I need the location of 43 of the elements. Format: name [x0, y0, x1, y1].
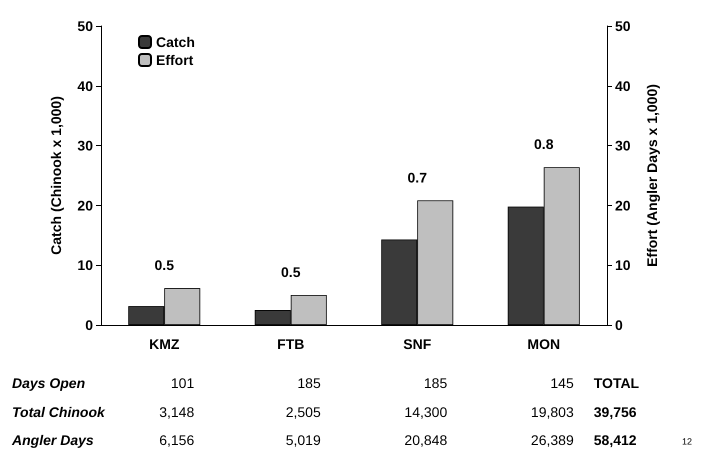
- y-tick-label: 30: [77, 138, 94, 154]
- x-tick-label: FTB: [277, 336, 304, 352]
- text: Total Chinook: [12, 404, 106, 420]
- y-tick-label: 0: [85, 317, 94, 333]
- y-tick-label: 40: [77, 78, 94, 94]
- text: 14,300: [404, 404, 448, 420]
- y2-tick-label: 0: [615, 317, 623, 333]
- y2-tick-label: 10: [615, 257, 631, 274]
- y2-axis-title: Effort (Angler Days x 1,000): [644, 84, 660, 267]
- text: 185: [297, 375, 321, 391]
- x-tick-label: SNF: [403, 336, 432, 352]
- x-tick-label: MON: [527, 336, 560, 352]
- y2-tick-label: 50: [615, 18, 631, 34]
- legend-label: Catch: [156, 34, 195, 50]
- y-tick-label: 10: [77, 257, 94, 274]
- text: Days Open: [12, 375, 86, 391]
- annotation: 0.5: [154, 257, 174, 274]
- y2-tick-label: 20: [615, 197, 631, 214]
- y2-tick-label: 30: [615, 138, 631, 154]
- text: 39,756: [594, 404, 637, 420]
- text: Angler Days: [11, 432, 94, 448]
- x-tick-label: KMZ: [149, 336, 180, 352]
- text: 58,412: [594, 432, 637, 448]
- text: 6,156: [159, 432, 194, 448]
- annotation: 0.7: [408, 169, 428, 186]
- text: 185: [424, 375, 448, 391]
- text: 12: [682, 436, 692, 446]
- y-tick-label: 50: [77, 18, 94, 34]
- y-axis-title: Catch (Chinook x 1,000): [48, 96, 64, 255]
- text: 20,848: [404, 432, 448, 448]
- y-tick-label: 20: [77, 197, 94, 214]
- text: 145: [550, 375, 574, 391]
- text: 19,803: [530, 404, 574, 420]
- text: 101: [170, 375, 194, 391]
- text: 3,148: [159, 404, 194, 420]
- y2-tick-label: 40: [615, 78, 631, 94]
- annotation: 0.8: [534, 136, 554, 152]
- text: 26,389: [530, 432, 574, 448]
- legend-label: Effort: [156, 52, 194, 68]
- text: TOTAL: [594, 375, 640, 391]
- text: 2,505: [286, 404, 321, 420]
- annotation: 0.5: [281, 264, 301, 280]
- text: 5,019: [286, 432, 321, 448]
